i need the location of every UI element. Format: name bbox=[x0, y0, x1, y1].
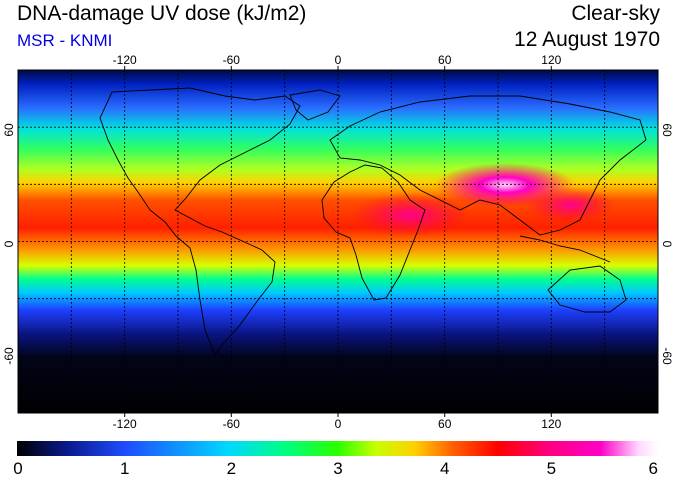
americas-coastline bbox=[99, 87, 301, 356]
lat-label: 0 bbox=[2, 240, 16, 247]
date-label: 12 August 1970 bbox=[514, 28, 660, 51]
colorbar-tick-label: 5 bbox=[547, 459, 556, 478]
lon-label: 120 bbox=[541, 417, 561, 431]
lon-label: 60 bbox=[438, 53, 452, 67]
africa-coastline bbox=[321, 164, 426, 301]
lon-label: -120 bbox=[113, 417, 137, 431]
lat-labels-left: 60 0 -60 bbox=[2, 123, 16, 365]
lon-label: 0 bbox=[335, 417, 342, 431]
australia-coastline bbox=[547, 265, 627, 313]
sky-condition-label: Clear-sky bbox=[571, 2, 660, 25]
colorbar-tick-label: 3 bbox=[333, 459, 342, 478]
lon-labels-bottom: -120 -60 0 60 120 bbox=[113, 417, 562, 431]
lat-label: 60 bbox=[2, 123, 16, 137]
lat-label: 0 bbox=[660, 241, 674, 248]
colorbar bbox=[17, 441, 658, 456]
colorbar-labels: 0 1 2 3 4 5 6 bbox=[13, 459, 658, 478]
lon-label: 60 bbox=[438, 417, 452, 431]
lon-labels-top: -120 -60 0 60 120 bbox=[113, 53, 562, 67]
indonesia-coastline bbox=[519, 235, 611, 263]
lon-label: -120 bbox=[113, 53, 137, 67]
colorbar-tick-label: 1 bbox=[120, 459, 129, 478]
lat-label: -60 bbox=[660, 347, 674, 365]
colorbar-tick-label: 2 bbox=[227, 459, 236, 478]
map-title: DNA-damage UV dose (kJ/m2) bbox=[17, 2, 307, 25]
source-label: MSR - KNMI bbox=[17, 31, 113, 50]
colorbar-tick-label: 4 bbox=[440, 459, 449, 478]
lat-label: 60 bbox=[660, 123, 674, 137]
tick-marks bbox=[124, 66, 552, 417]
greenland-coastline bbox=[289, 89, 341, 121]
eurasia-coastline bbox=[329, 95, 647, 236]
lat-label: -60 bbox=[2, 347, 16, 365]
colorbar-tick-label: 0 bbox=[13, 459, 22, 478]
lat-labels-right: 60 0 -60 bbox=[660, 123, 674, 365]
colorbar-tick-label: 6 bbox=[649, 459, 658, 478]
lon-label: 120 bbox=[541, 53, 561, 67]
graticule bbox=[18, 70, 658, 413]
lon-label: -60 bbox=[223, 417, 241, 431]
coastlines bbox=[99, 87, 647, 356]
lon-label: 0 bbox=[335, 53, 342, 67]
lon-label: -60 bbox=[223, 53, 241, 67]
